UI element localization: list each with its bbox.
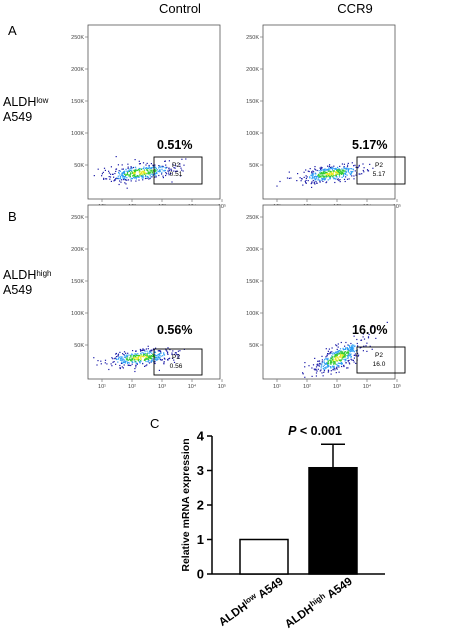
gate-box (356, 156, 406, 185)
panel-letter-a: A (8, 23, 17, 38)
scatter-dots (93, 156, 187, 189)
x-tick-label: 10⁵ (393, 383, 401, 389)
row-label-line2: A549 (3, 110, 33, 124)
x-category-label: ALDHhigh A549 (282, 574, 355, 631)
x-tick-label: 10⁵ (218, 383, 226, 389)
gate-name: P2 (172, 354, 180, 361)
x-tick-label: 10⁵ (218, 203, 226, 209)
y-tick-label: 200K (71, 67, 84, 73)
y-tick-label: 250K (246, 35, 259, 41)
percent-label-high-control: 0.56% (157, 323, 193, 337)
gate-box (153, 156, 203, 185)
y-tick-label: 150K (246, 279, 259, 285)
x-category-label: ALDHlow A549 (216, 574, 286, 629)
y-axis-label: Relative mRNA expression (180, 438, 192, 571)
y-tick-label: 50K (74, 343, 84, 349)
gate-value: 0.51 (170, 171, 183, 178)
column-title-control: Control (159, 1, 201, 16)
bar (239, 538, 289, 575)
y-tick-label: 150K (246, 99, 259, 105)
gate-box (153, 348, 203, 376)
x-tick-label: 10⁴ (363, 383, 372, 389)
gate-value: 0.56 (170, 363, 183, 370)
column-title-ccr9: CCR9 (337, 1, 373, 16)
x-tick-label: 10¹ (273, 384, 281, 389)
scatter-dots (93, 345, 185, 373)
y-tick-label: 100K (71, 311, 84, 317)
bar-chart: 0 1 2 3 4 Relative mRNA expression ALDHlow A54… (180, 424, 385, 631)
x-tick-label: 10² (128, 384, 136, 389)
percent-label-low-ccr9: 5.17% (352, 138, 388, 152)
scatter-dots (302, 321, 388, 378)
y-tick-label: 3 (197, 463, 204, 478)
y-tick-label: 200K (246, 67, 259, 73)
y-tick-label: 1 (197, 532, 204, 547)
row-label-sup: low (36, 96, 49, 105)
flow-panel-low-ccr9: 250K200K150K100K50K10¹10²10³10⁴10⁵P25.17 (246, 24, 406, 209)
scatter-dots (276, 162, 374, 188)
x-tick-label: 10⁵ (393, 203, 401, 209)
y-tick-label: 50K (249, 163, 259, 169)
row-label-name: ALDH (3, 95, 37, 109)
y-tick-label: 200K (246, 247, 259, 253)
x-tick-label: 10¹ (98, 384, 106, 389)
y-tick-label: 150K (71, 99, 84, 105)
y-tick-label: 50K (74, 163, 84, 169)
flow-panel-high-control: 250K 200K 150K 100K 50K 10¹ 10² 10³ 10⁴ 10⁵ P2 0.56 (71, 204, 226, 389)
y-tick-label: 250K (71, 35, 84, 41)
x-tick-label: 10² (303, 384, 311, 389)
gate-box (356, 346, 406, 374)
panel-letter-b: B (8, 209, 17, 224)
y-tick-label: 100K (246, 311, 259, 317)
y-tick-label: 150K (71, 279, 84, 285)
row-label-aldh-high: ALDHhigh A549 (3, 268, 51, 298)
row-label-sup: high (36, 269, 52, 278)
row-label-aldh-low: ALDHlow A549 (3, 95, 48, 125)
x-tick-label: 10⁴ (188, 383, 197, 389)
y-tick-label: 4 (197, 429, 205, 444)
gate-name: P2 (375, 162, 383, 169)
flow-panel-high-ccr9: 250K 200K 150K 100K 50K 10¹ 10² 10³ 10⁴ 10⁵ P2 16.0 (246, 204, 406, 389)
gate-value: 5.17 (373, 171, 386, 178)
y-tick-label: 200K (71, 247, 84, 253)
y-tick-label: 250K (246, 215, 259, 221)
y-tick-label: 100K (246, 131, 259, 137)
plot-frame (262, 204, 396, 380)
bar (308, 466, 358, 575)
y-tick-label: 100K (71, 131, 84, 137)
x-tick-label: 10³ (333, 384, 341, 389)
y-tick-label: 0 (197, 567, 204, 582)
x-tick-label: 10³ (158, 384, 166, 389)
y-tick-label: 50K (249, 343, 259, 349)
percent-label-high-ccr9: 16.0% (352, 323, 388, 337)
gate-value: 16.0 (373, 361, 386, 368)
row-label-name: ALDH (3, 268, 37, 282)
percent-label-low-control: 0.51% (157, 138, 193, 152)
y-tick-label: 250K (71, 215, 84, 221)
panel-letter-c: C (150, 416, 160, 431)
gate-name: P2 (172, 162, 180, 169)
gate-name: P2 (375, 352, 383, 359)
row-label-line2: A549 (3, 283, 33, 297)
y-tick-label: 2 (197, 498, 204, 513)
p-value-annotation: P < 0.001 (288, 424, 342, 438)
